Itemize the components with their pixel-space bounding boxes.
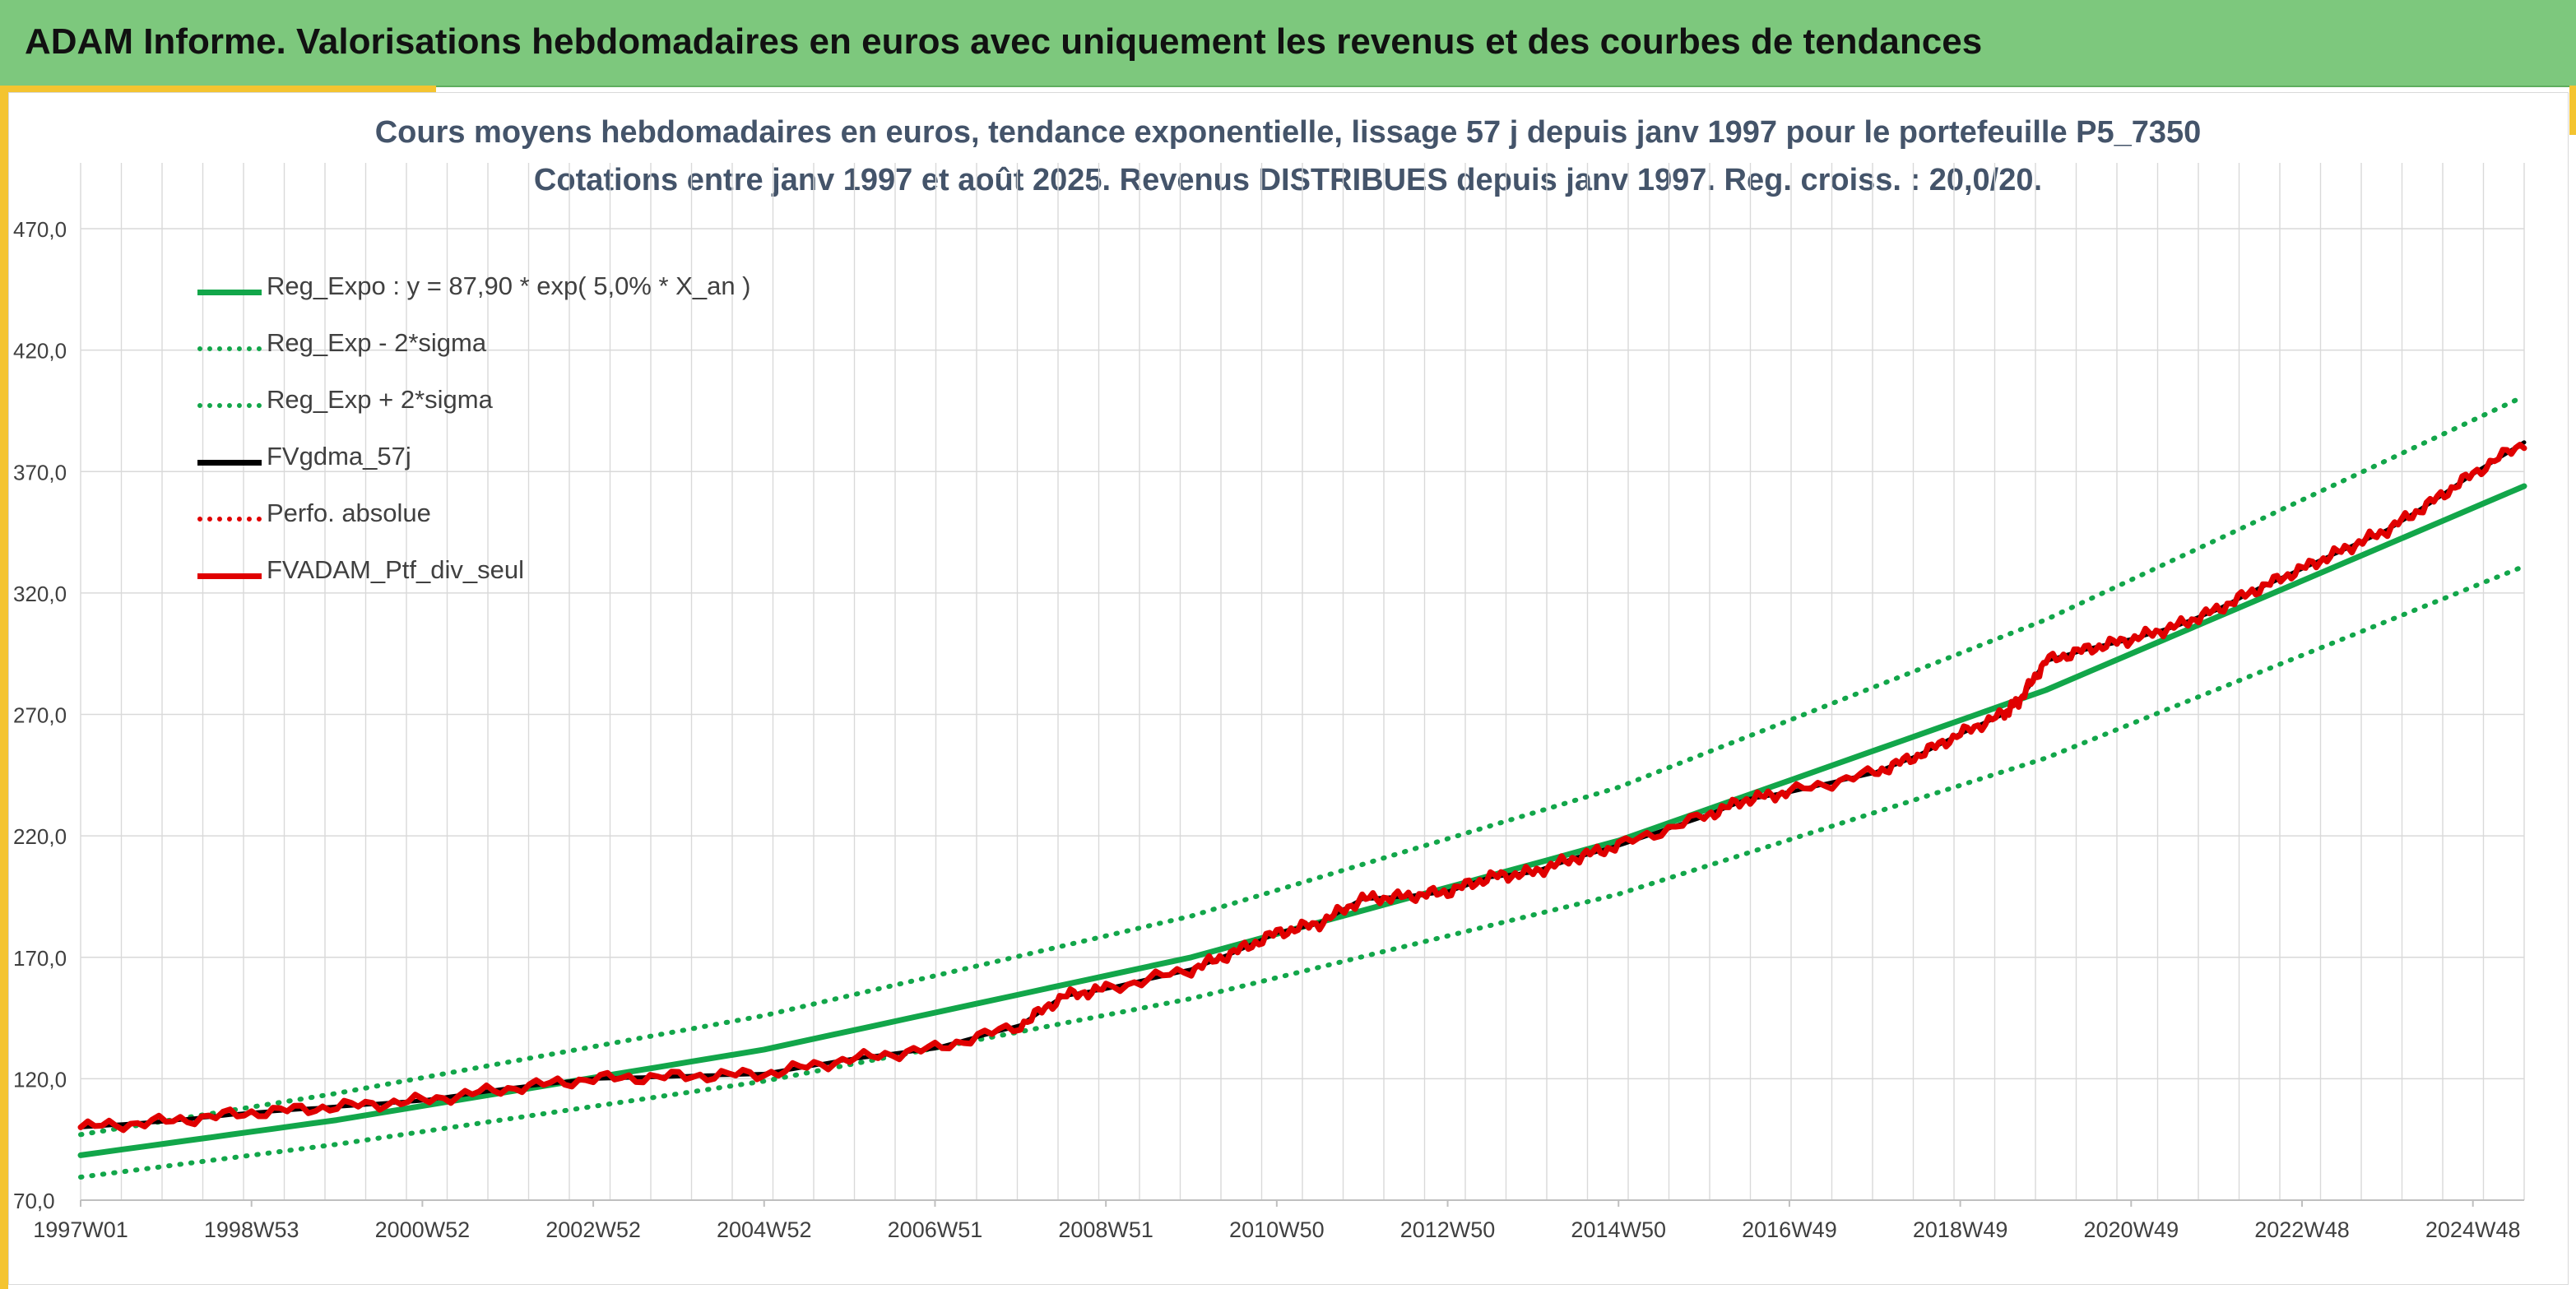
accent-bar-right bbox=[2569, 86, 2576, 135]
y-tick-label: 170,0 bbox=[13, 946, 67, 971]
y-tick-label: 370,0 bbox=[13, 460, 67, 485]
y-tick-label: 70,0 bbox=[13, 1189, 55, 1213]
series-reg-expo bbox=[77, 483, 2527, 1158]
legend-swatch bbox=[197, 460, 262, 466]
chart-frame bbox=[8, 92, 2569, 1285]
legend-swatch bbox=[197, 573, 262, 579]
x-tick-label: 2012W50 bbox=[1400, 1217, 1496, 1242]
legend-swatch bbox=[197, 346, 262, 351]
x-tick-label: 2002W52 bbox=[545, 1217, 641, 1242]
x-tick-label: 2020W49 bbox=[2084, 1217, 2179, 1242]
x-tick-label: 2010W50 bbox=[1229, 1217, 1325, 1242]
x-tick-label: 2006W51 bbox=[888, 1217, 983, 1242]
legend-label: Reg_Exp + 2*sigma bbox=[267, 385, 493, 414]
x-tick-label: 1997W01 bbox=[33, 1217, 128, 1242]
x-tick-label: 2022W48 bbox=[2254, 1217, 2350, 1242]
x-tick-label: 2014W50 bbox=[1571, 1217, 1666, 1242]
series-reg-exp-plus-2sigma bbox=[78, 393, 2527, 1138]
chart-title: Cours moyens hebdomadaires en euros, ten… bbox=[374, 115, 2202, 150]
legend-label: Reg_Exp - 2*sigma bbox=[267, 328, 487, 357]
x-tick-label: 1998W53 bbox=[204, 1217, 299, 1242]
x-tick-label: 2018W49 bbox=[1913, 1217, 2008, 1242]
x-tick-label: 2000W52 bbox=[375, 1217, 471, 1242]
accent-bar-top bbox=[0, 86, 436, 92]
y-tick-label: 420,0 bbox=[13, 339, 67, 364]
report-title: ADAM Informe. Valorisations hebdomadaire… bbox=[25, 21, 1983, 62]
y-tick-label: 120,0 bbox=[13, 1067, 67, 1092]
legend-label: FVADAM_Ptf_div_seul bbox=[267, 555, 524, 584]
legend-label: Reg_Expo : y = 87,90 * exp( 5,0% * X_an … bbox=[267, 271, 751, 300]
y-tick-label: 270,0 bbox=[13, 703, 67, 728]
series-fvadam-ptf-div-seul bbox=[77, 442, 2527, 1134]
report-header: ADAM Informe. Valorisations hebdomadaire… bbox=[0, 0, 2576, 87]
y-tick-label: 220,0 bbox=[13, 824, 67, 849]
x-tick-label: 2008W51 bbox=[1058, 1217, 1153, 1242]
legend-swatch bbox=[197, 403, 262, 408]
x-tick-label: 2004W52 bbox=[717, 1217, 812, 1242]
y-tick-label: 470,0 bbox=[13, 217, 67, 242]
legend-swatch bbox=[197, 290, 262, 295]
y-tick-label: 320,0 bbox=[13, 582, 67, 606]
legend-label: Perfo. absolue bbox=[267, 498, 431, 527]
legend-swatch bbox=[197, 517, 262, 522]
legend-label: FVgdma_57j bbox=[267, 442, 411, 471]
series-reg-exp-minus-2sigma bbox=[78, 563, 2527, 1180]
x-tick-label: 2024W48 bbox=[2425, 1217, 2521, 1242]
x-tick-label: 2016W49 bbox=[1742, 1217, 1837, 1242]
accent-bar-left bbox=[0, 86, 8, 1289]
